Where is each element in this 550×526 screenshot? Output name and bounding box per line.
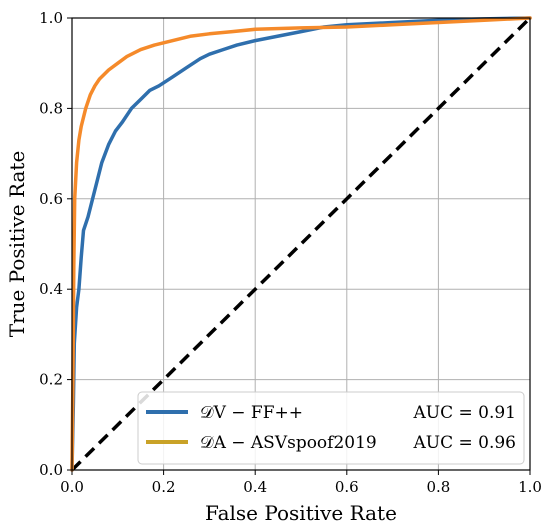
x-tick-label: 1.0 <box>518 478 542 496</box>
y-tick-label: 0.2 <box>39 371 63 389</box>
plot-frame <box>71 17 531 471</box>
legend-box <box>137 391 525 465</box>
x-tick-label: 0.0 <box>60 478 84 496</box>
y-tick-label: 0.0 <box>39 461 63 479</box>
x-tick-label: 0.4 <box>243 478 267 496</box>
curves <box>70 16 532 472</box>
y-tick-label: 1.0 <box>39 9 63 27</box>
y-tick-label: 0.8 <box>39 99 63 117</box>
x-tick-label: 0.6 <box>335 478 359 496</box>
x-axis-label: False Positive Rate <box>205 501 397 525</box>
x-tick-label: 0.8 <box>426 478 450 496</box>
legend-auc-dv: AUC = 0.91 <box>412 403 516 423</box>
legend-auc-da: AUC = 0.96 <box>412 433 516 453</box>
legend: 𝒟V − FF++ AUC = 0.91 𝒟A − ASVspoof2019 A… <box>137 391 525 465</box>
y-axis-label: True Positive Rate <box>5 151 29 338</box>
legend-label-da: 𝒟A − ASVspoof2019 <box>200 433 377 453</box>
y-tick-label: 0.6 <box>39 190 63 208</box>
x-tick-label: 0.2 <box>152 478 176 496</box>
ticks: 0.0 0.2 0.4 0.6 0.8 1.0 0.0 0.2 0.4 0.6 0.8 1.0 <box>39 9 542 496</box>
chance-diagonal-line <box>70 16 532 472</box>
legend-label-dv: 𝒟V − FF++ <box>200 403 303 423</box>
y-tick-label: 0.4 <box>39 280 63 298</box>
roc-curve-da <box>70 16 532 472</box>
